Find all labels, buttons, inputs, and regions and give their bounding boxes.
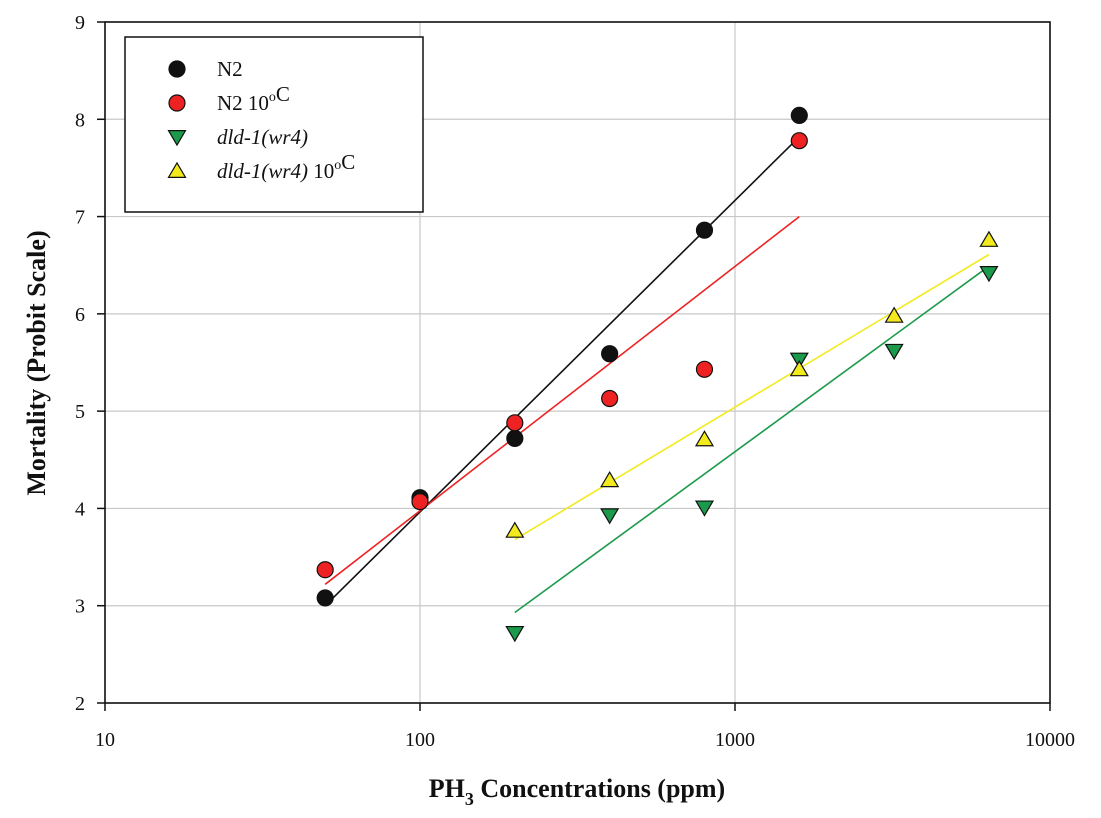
fit-line-series-1 (324, 215, 800, 585)
y-tick-label: 7 (75, 207, 85, 229)
data-point-series-0 (506, 429, 524, 447)
y-tick-label: 6 (75, 304, 85, 326)
fit-line-series-3 (514, 253, 990, 541)
markers-layer (316, 106, 999, 643)
fit-line-series-0 (324, 136, 800, 607)
tick-labels-layer: 10 100 1000 10000 2 3 4 5 6 7 8 9 (75, 12, 1075, 751)
grid-layer (104, 21, 1051, 704)
fit-line-series-2 (514, 265, 990, 614)
y-tick-label: 2 (75, 693, 85, 715)
data-point-series-3 (505, 521, 525, 538)
data-point-series-1 (601, 389, 619, 408)
x-axis-title-rest: Concentrations (ppm) (474, 774, 725, 803)
legend-marker-series-2 (167, 130, 187, 147)
legend-label-series-1: N2 10oC (217, 82, 290, 115)
plot-frame (104, 21, 1051, 704)
data-point-series-2 (694, 500, 715, 517)
data-point-series-1 (316, 561, 334, 579)
data-point-series-2 (979, 266, 999, 283)
data-point-series-1 (411, 493, 429, 511)
plot-frame-layer (97, 21, 1051, 711)
data-point-series-1 (695, 360, 714, 378)
data-point-series-3 (789, 360, 809, 377)
legend-label-series-3: dld-1(wr4) 10oC (217, 150, 355, 183)
legend-marker-series-1 (168, 94, 186, 112)
data-point-series-1 (790, 132, 808, 150)
data-point-series-0 (790, 106, 808, 124)
y-axis-title: Mortality (Probit Scale) (22, 230, 51, 495)
legend-label-series-0: N2 (217, 57, 243, 81)
data-point-series-3 (884, 306, 904, 323)
y-tick-label: 5 (75, 401, 85, 423)
data-point-series-3 (600, 470, 620, 488)
data-point-series-2 (884, 343, 904, 361)
y-tick-label: 8 (75, 109, 85, 131)
data-point-series-3 (694, 430, 715, 447)
data-point-series-2 (505, 625, 525, 643)
y-tick-label: 3 (75, 596, 85, 618)
y-tick-label: 9 (75, 12, 85, 34)
x-axis-title: PH3 Concentrations (ppm) (429, 774, 725, 809)
x-tick-label: 10 (95, 729, 115, 751)
x-tick-label: 100 (405, 729, 435, 751)
x-axis-title-main: PH (429, 774, 465, 803)
legend-marker-series-0 (168, 60, 186, 78)
data-point-series-0 (695, 221, 714, 239)
data-point-series-0 (316, 589, 334, 607)
fit-lines-layer (324, 136, 990, 614)
data-point-series-2 (600, 508, 620, 525)
data-point-series-3 (979, 230, 999, 247)
axis-titles-layer: PH3 Concentrations (ppm) Mortality (Prob… (22, 230, 725, 809)
x-tick-label: 10000 (1025, 729, 1075, 751)
x-axis-title-subscript: 3 (465, 789, 474, 809)
x-tick-label: 1000 (715, 729, 755, 751)
legend-label-series-2: dld-1(wr4) (217, 125, 308, 149)
y-tick-label: 4 (75, 498, 85, 520)
data-point-series-1 (506, 414, 524, 432)
data-point-series-0 (601, 345, 619, 363)
legend-marker-series-3 (167, 161, 187, 178)
